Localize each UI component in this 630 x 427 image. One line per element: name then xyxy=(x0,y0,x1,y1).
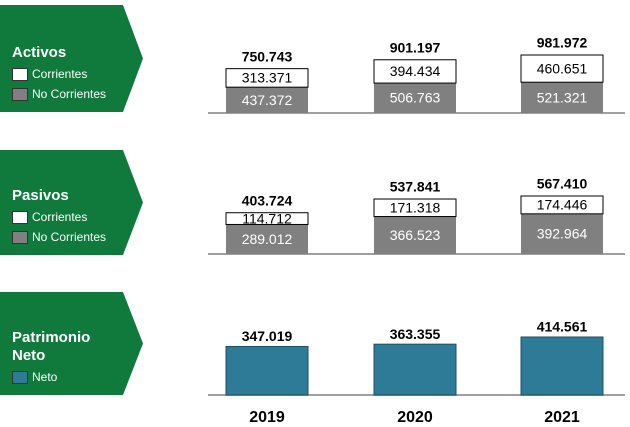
value-label: 460.651 xyxy=(537,60,588,76)
x-tick-label: 2020 xyxy=(397,409,433,426)
legend-item: Neto xyxy=(12,367,143,387)
legend-swatch xyxy=(12,370,28,384)
bar-segment xyxy=(374,216,456,254)
total-label: 901.197 xyxy=(390,39,441,55)
value-label: 521.321 xyxy=(537,89,588,105)
legend-label: Corrientes xyxy=(32,210,88,224)
value-label: 366.523 xyxy=(390,227,441,243)
legend-label: No Corrientes xyxy=(32,230,107,244)
legend-swatch xyxy=(12,87,28,101)
legend-item: Corrientes xyxy=(12,64,143,84)
panel-title: Patrimonio Neto xyxy=(12,329,91,364)
total-label: 537.841 xyxy=(390,179,441,195)
bar-segment xyxy=(226,87,308,113)
value-label: 347.019 xyxy=(242,328,293,344)
total-label: 750.743 xyxy=(242,48,293,64)
legend-item: No Corrientes xyxy=(12,227,143,247)
legend-item: No Corrientes xyxy=(12,84,143,104)
bar-segment xyxy=(521,82,603,113)
value-label: 506.763 xyxy=(390,90,441,106)
bar-segment xyxy=(225,345,309,396)
bar-segment xyxy=(373,59,457,84)
bar-segment xyxy=(226,224,308,254)
legend-label: Corrientes xyxy=(32,67,88,81)
value-label: 289.012 xyxy=(242,231,293,247)
value-label: 313.371 xyxy=(242,70,293,86)
bar-segment xyxy=(521,213,603,254)
total-label: 567.410 xyxy=(537,176,588,192)
legend-item: Corrientes xyxy=(12,207,143,227)
bar-segment xyxy=(520,195,604,215)
value-label: 174.446 xyxy=(537,197,588,213)
value-label: 392.964 xyxy=(537,226,588,242)
value-label: 363.355 xyxy=(390,326,441,342)
legend-label: No Corrientes xyxy=(32,87,107,101)
bar-segment xyxy=(520,336,604,396)
bar-segment xyxy=(373,343,457,396)
legend-swatch xyxy=(12,230,28,244)
value-label: 394.434 xyxy=(390,63,441,79)
panel-label: Activos Corrientes No Corrientes xyxy=(0,5,143,112)
panel-label: Pasivos Corrientes No Corrientes xyxy=(0,150,143,255)
value-label: 114.712 xyxy=(242,210,292,226)
total-label: 981.972 xyxy=(537,35,588,51)
bar-segment xyxy=(225,68,309,88)
x-tick-label: 2021 xyxy=(544,409,580,426)
value-label: 437.372 xyxy=(242,92,293,108)
bar-segment xyxy=(225,212,309,225)
bar-segment xyxy=(374,83,456,113)
x-tick-label: 2019 xyxy=(249,409,285,426)
legend-swatch xyxy=(12,67,28,81)
bar-segment xyxy=(373,198,457,218)
value-label: 171.318 xyxy=(390,199,441,215)
bar-segment xyxy=(520,54,604,83)
legend-swatch xyxy=(12,210,28,224)
total-label: 403.724 xyxy=(242,192,293,208)
value-label: 414.561 xyxy=(537,319,588,335)
panel-title: Pasivos xyxy=(12,187,69,204)
panel-label: Patrimonio Neto Neto xyxy=(0,292,143,395)
panel-title: Activos xyxy=(12,44,67,61)
legend-label: Neto xyxy=(32,370,58,384)
